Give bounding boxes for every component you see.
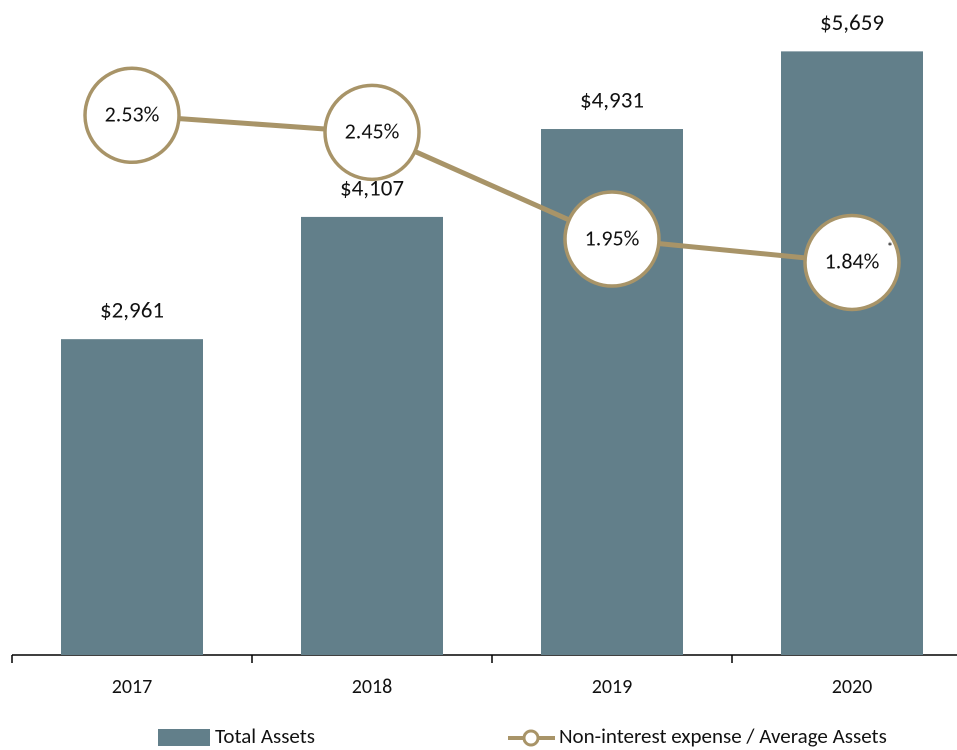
bar: [61, 339, 203, 655]
line-marker: [803, 213, 901, 312]
legend-label: Total Assets: [215, 723, 315, 749]
line-value-label: 1.95%: [585, 224, 640, 251]
note-mark: *: [887, 241, 893, 256]
legend-swatch: [158, 729, 210, 746]
line-marker: [83, 66, 181, 165]
line-value-label: 2.45%: [345, 118, 400, 145]
bar-value-label: $5,659: [820, 9, 884, 37]
x-tick-label: 2017: [112, 675, 153, 699]
bar-value-label: $4,931: [580, 87, 644, 115]
bar: [301, 216, 443, 656]
bar-value-label: $2,961: [100, 297, 164, 325]
line-marker: [323, 83, 421, 182]
x-tick-label: 2019: [592, 675, 633, 699]
line: [131, 112, 853, 265]
x-tick-label: 2020: [832, 675, 873, 699]
legend-swatch-marker: [522, 729, 540, 747]
line-value-label: 1.84%: [825, 248, 880, 275]
bar: [781, 51, 923, 655]
line-marker: [563, 190, 661, 288]
x-tick-label: 2018: [352, 675, 393, 699]
legend-label: Non-interest expense / Average Assets: [559, 723, 887, 749]
line-value-label: 2.53%: [105, 101, 160, 128]
